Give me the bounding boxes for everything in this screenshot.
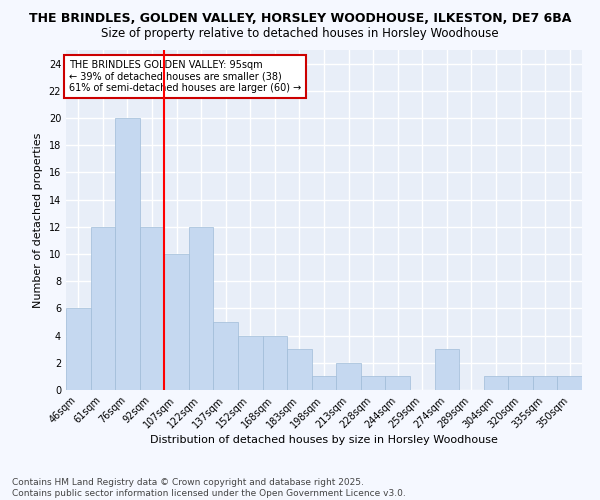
Text: THE BRINDLES, GOLDEN VALLEY, HORSLEY WOODHOUSE, ILKESTON, DE7 6BA: THE BRINDLES, GOLDEN VALLEY, HORSLEY WOO… (29, 12, 571, 26)
Bar (214, 322, 238, 390)
Bar (434, 349, 459, 390)
Bar (164, 254, 189, 390)
Bar (336, 363, 361, 390)
Bar (557, 376, 582, 390)
Text: Size of property relative to detached houses in Horsley Woodhouse: Size of property relative to detached ho… (101, 28, 499, 40)
Bar (361, 376, 385, 390)
Bar (115, 118, 140, 390)
Text: THE BRINDLES GOLDEN VALLEY: 95sqm
← 39% of detached houses are smaller (38)
61% : THE BRINDLES GOLDEN VALLEY: 95sqm ← 39% … (68, 60, 301, 94)
Bar (533, 376, 557, 390)
Bar (287, 349, 312, 390)
Y-axis label: Number of detached properties: Number of detached properties (33, 132, 43, 308)
Text: Contains HM Land Registry data © Crown copyright and database right 2025.
Contai: Contains HM Land Registry data © Crown c… (12, 478, 406, 498)
Bar (140, 227, 164, 390)
Bar (189, 227, 214, 390)
X-axis label: Distribution of detached houses by size in Horsley Woodhouse: Distribution of detached houses by size … (150, 436, 498, 446)
Bar (263, 336, 287, 390)
Bar (385, 376, 410, 390)
Bar (484, 376, 508, 390)
Bar (91, 227, 115, 390)
Bar (238, 336, 263, 390)
Bar (66, 308, 91, 390)
Bar (312, 376, 336, 390)
Bar (508, 376, 533, 390)
